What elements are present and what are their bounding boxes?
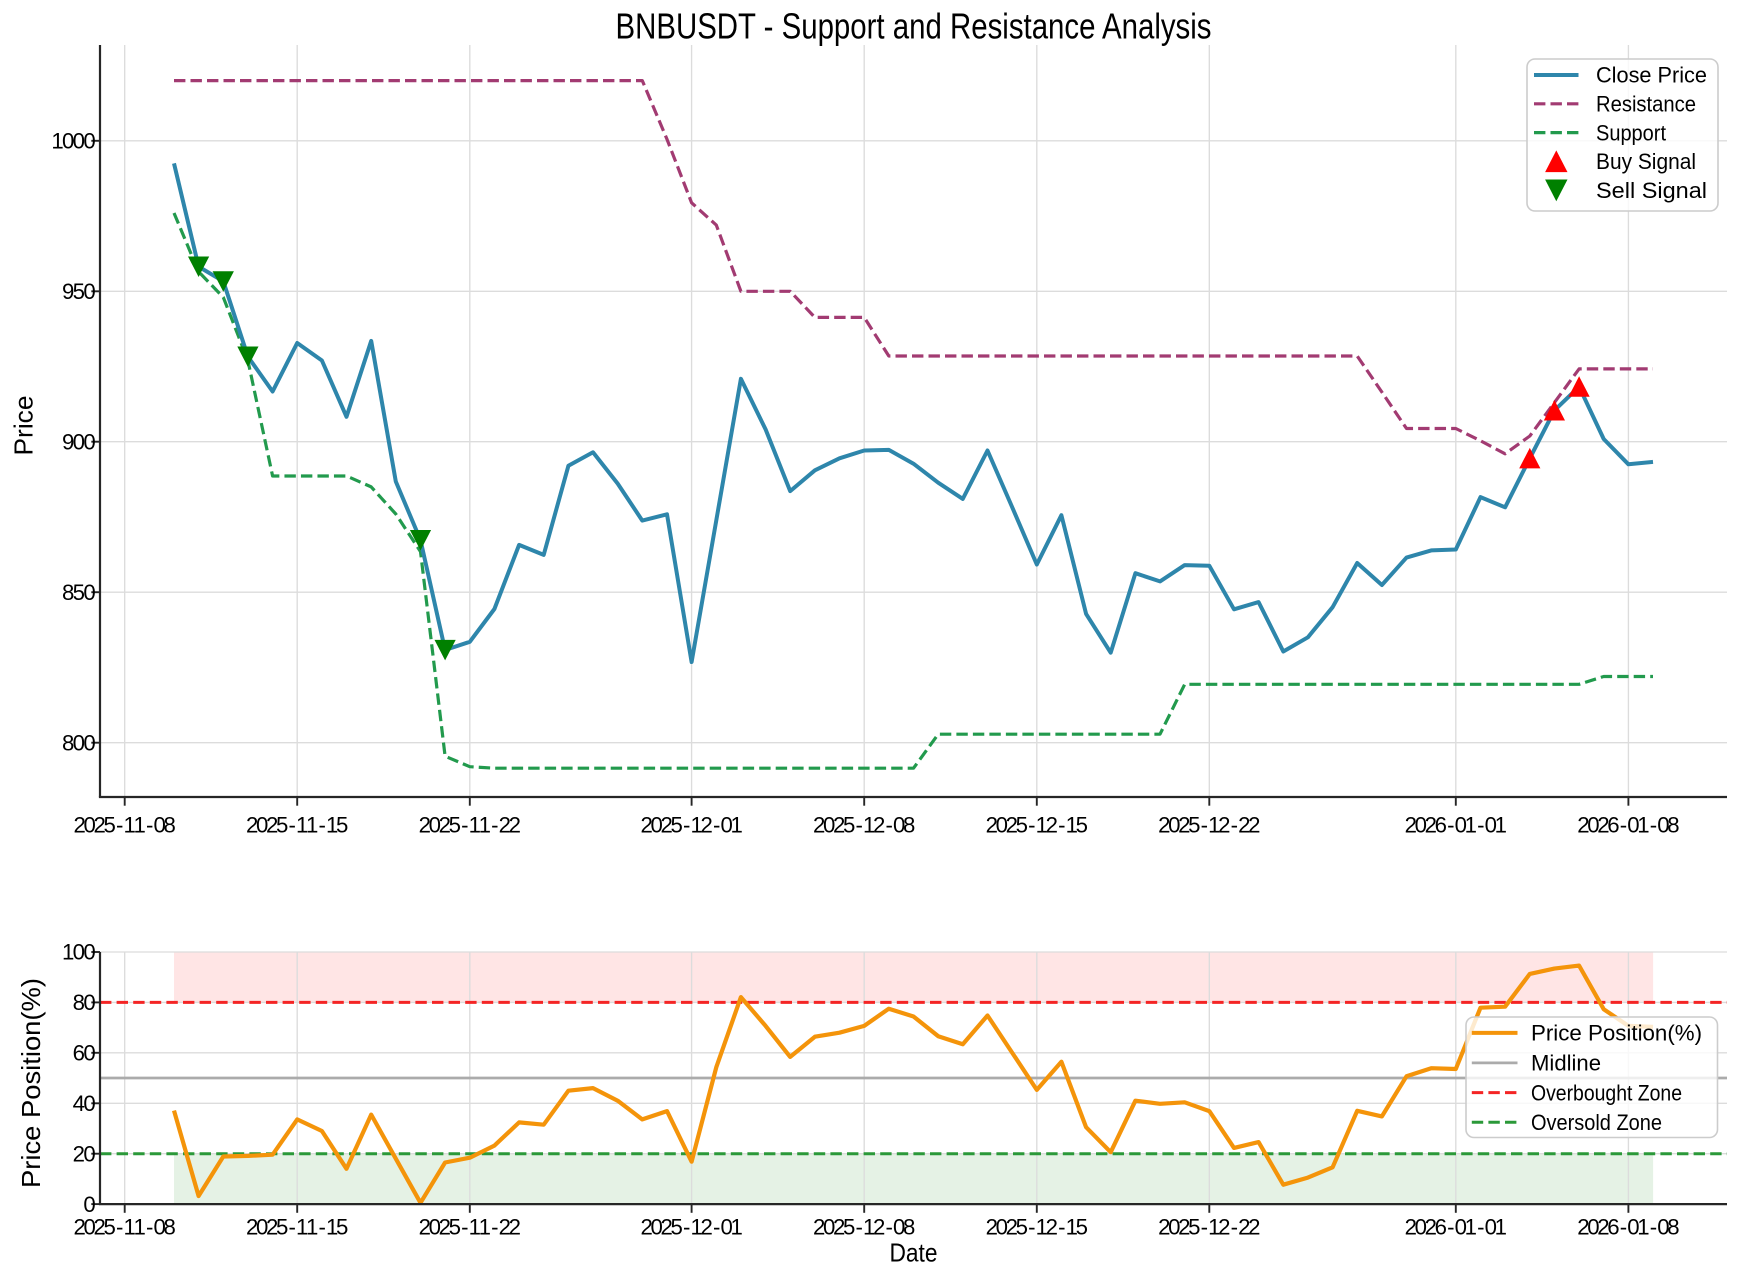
- svg-text:Price Position(%): Price Position(%): [16, 978, 46, 1188]
- svg-text:Buy Signal: Buy Signal: [1596, 149, 1696, 174]
- svg-text:900: 900: [62, 429, 96, 454]
- svg-text:Midline: Midline: [1531, 1051, 1601, 1076]
- svg-text:Overbought Zone: Overbought Zone: [1531, 1080, 1682, 1105]
- svg-text:2025-12-15: 2025-12-15: [986, 812, 1088, 837]
- svg-text:Close Price: Close Price: [1596, 63, 1707, 88]
- svg-text:Oversold Zone: Oversold Zone: [1531, 1110, 1662, 1135]
- svg-text:2025-11-08: 2025-11-08: [73, 812, 175, 837]
- svg-text:800: 800: [62, 730, 96, 755]
- svg-text:0: 0: [83, 1192, 95, 1217]
- svg-text:2026-01-08: 2026-01-08: [1577, 1215, 1679, 1240]
- svg-text:2025-11-22: 2025-11-22: [419, 1215, 521, 1240]
- svg-text:2026-01-01: 2026-01-01: [1405, 1215, 1507, 1240]
- svg-text:2025-12-15: 2025-12-15: [986, 1215, 1088, 1240]
- svg-text:950: 950: [62, 279, 96, 304]
- svg-text:Price Position(%): Price Position(%): [1531, 1021, 1702, 1046]
- svg-text:Price: Price: [8, 396, 38, 456]
- svg-text:Date: Date: [890, 1238, 938, 1268]
- svg-text:1000: 1000: [51, 129, 95, 154]
- svg-text:2025-12-08: 2025-12-08: [813, 812, 915, 837]
- svg-text:2026-01-01: 2026-01-01: [1405, 812, 1507, 837]
- svg-text:Resistance: Resistance: [1596, 92, 1696, 117]
- svg-text:40: 40: [73, 1091, 96, 1116]
- svg-text:2025-11-15: 2025-11-15: [246, 812, 348, 837]
- svg-text:60: 60: [73, 1041, 96, 1066]
- svg-text:2025-11-08: 2025-11-08: [73, 1215, 175, 1240]
- svg-text:850: 850: [62, 580, 96, 605]
- svg-text:2025-12-01: 2025-12-01: [640, 1215, 742, 1240]
- svg-text:2025-11-15: 2025-11-15: [246, 1215, 348, 1240]
- svg-text:2025-12-22: 2025-12-22: [1158, 1215, 1260, 1240]
- svg-text:2025-12-08: 2025-12-08: [813, 1215, 915, 1240]
- svg-text:2025-12-01: 2025-12-01: [640, 812, 742, 837]
- svg-text:2025-12-22: 2025-12-22: [1158, 812, 1260, 837]
- svg-text:20: 20: [73, 1141, 96, 1166]
- svg-text:80: 80: [73, 990, 96, 1015]
- svg-text:2026-01-08: 2026-01-08: [1577, 812, 1679, 837]
- svg-text:Support: Support: [1596, 120, 1666, 145]
- svg-text:Sell Signal: Sell Signal: [1596, 178, 1707, 203]
- svg-text:2025-11-22: 2025-11-22: [419, 812, 521, 837]
- svg-text:BNBUSDT - Support and Resistan: BNBUSDT - Support and Resistance Analysi…: [616, 6, 1212, 47]
- svg-text:100: 100: [62, 940, 96, 965]
